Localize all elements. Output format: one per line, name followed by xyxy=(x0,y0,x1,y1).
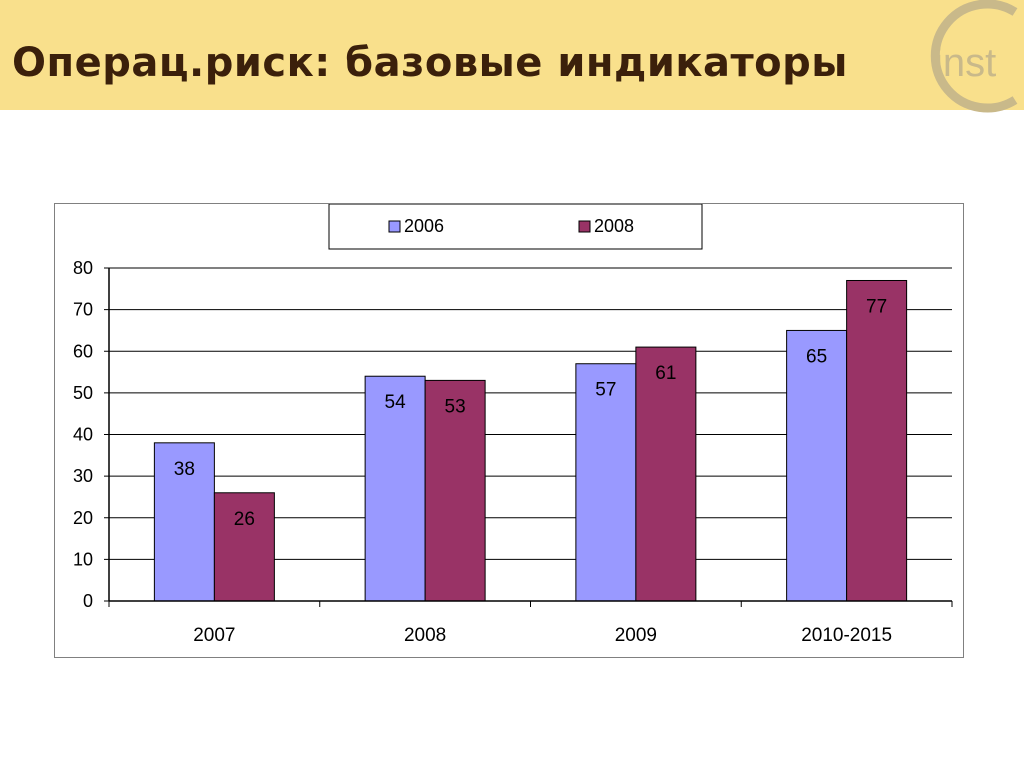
data-label-2008-2010-2015: 77 xyxy=(866,296,887,317)
bar-chart: 0 10 20 30 40 50 60 70 80 38 26 2007 54 53 2008 57 61 200… xyxy=(73,204,953,646)
y-tick-label-30: 30 xyxy=(73,466,93,486)
bar-2006-2007 xyxy=(153,442,215,602)
y-tick-label-20: 20 xyxy=(73,508,93,528)
y-tick-label-40: 40 xyxy=(73,425,93,445)
bar-2008-2009 xyxy=(635,346,697,602)
x-tick-label-2010-2015: 2010-2015 xyxy=(801,625,892,646)
x-tick-label-2008: 2008 xyxy=(404,625,446,646)
y-tick-label-70: 70 xyxy=(73,300,93,320)
bar-2008-2010-2015 xyxy=(846,279,908,602)
data-label-2008-2007: 26 xyxy=(234,509,255,530)
logo-text: inst xyxy=(934,41,996,85)
page-title: Операц.риск: базовые индикаторы xyxy=(12,40,848,86)
x-tick-label-2007: 2007 xyxy=(193,625,235,646)
legend-swatch-2008 xyxy=(578,220,591,233)
y-tick-label-60: 60 xyxy=(73,341,93,361)
bar-2006-2010-2015 xyxy=(786,329,848,602)
data-label-2006-2010-2015: 65 xyxy=(806,346,827,367)
y-tick-label-80: 80 xyxy=(73,258,93,278)
inst-logo: inst xyxy=(930,0,1018,113)
data-label-2008-2008: 53 xyxy=(445,396,466,417)
y-tick-label-0: 0 xyxy=(83,591,93,611)
bar-2008-2007 xyxy=(213,492,275,602)
x-tick-label-2009: 2009 xyxy=(615,625,657,646)
legend-label-2006: 2006 xyxy=(404,216,444,236)
y-tick-label-10: 10 xyxy=(73,549,93,569)
data-label-2006-2009: 57 xyxy=(595,380,616,401)
data-label-2006-2007: 38 xyxy=(174,459,195,480)
bar-2008-2008 xyxy=(424,379,486,602)
legend-swatch-2006 xyxy=(388,220,401,233)
header-bar: Операц.риск: базовые индикаторы inst xyxy=(0,0,1024,113)
data-label-2008-2009: 61 xyxy=(655,363,676,384)
chart-frame: 0 10 20 30 40 50 60 70 80 38 26 2007 54 53 2008 57 61 200… xyxy=(54,203,964,658)
data-label-2006-2008: 54 xyxy=(385,392,407,413)
legend-box xyxy=(328,204,703,250)
bar-2006-2008 xyxy=(364,375,426,602)
legend-label-2008: 2008 xyxy=(594,216,634,236)
y-tick-label-50: 50 xyxy=(73,383,93,403)
